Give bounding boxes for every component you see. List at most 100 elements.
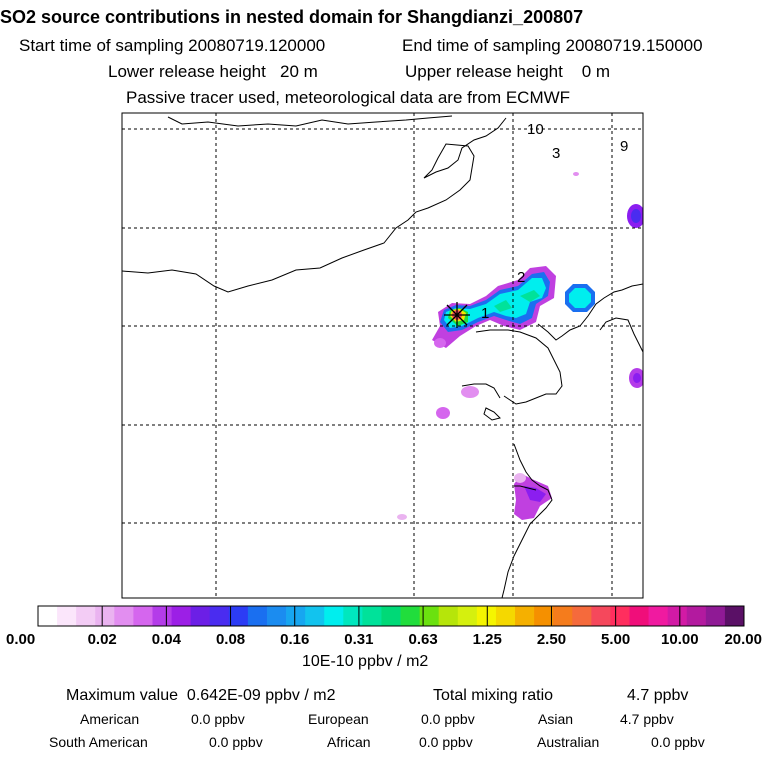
plume-spot — [631, 209, 641, 223]
legend-swatch — [705, 606, 726, 626]
legend-tick-labels: 0.00 0.02 0.04 0.08 0.16 0.31 0.63 1.25 2.50 5.00… — [6, 631, 762, 648]
start-time-value: 20080719.120000 — [188, 36, 326, 55]
legend-tick-label: 5.00 — [601, 631, 630, 648]
legend-frame — [37, 605, 745, 627]
legend-swatch — [476, 606, 497, 626]
region-name-australian: Australian — [537, 734, 600, 750]
color-legend — [37, 605, 745, 627]
start-time: Start time of sampling 20080719.120000 — [19, 37, 325, 54]
passive-tracer-note: Passive tracer used, meteorological data… — [126, 88, 571, 107]
legend-swatch — [114, 606, 134, 626]
inland-lake — [483, 407, 501, 421]
legend-tick-label: 0.63 — [408, 631, 437, 648]
legend-tick-label: 0.31 — [344, 631, 373, 648]
legend-swatch — [610, 606, 630, 626]
region-name-african: African — [327, 734, 371, 750]
national-border — [122, 117, 507, 293]
legend-tick-label: 1.25 — [473, 631, 502, 648]
legend-swatch — [190, 606, 211, 626]
legend-swatch — [266, 606, 287, 626]
upper-release-value: 0 m — [581, 62, 611, 81]
legend-tick-label: 0.08 — [216, 631, 245, 648]
legend-swatch — [362, 606, 382, 626]
region-name-american: American — [80, 711, 140, 727]
legend-swatch — [133, 606, 153, 626]
region-value-african: 0.0 ppbv — [419, 734, 473, 750]
legend-swatch — [305, 606, 325, 626]
legend-swatch — [629, 606, 649, 626]
region-value-south-american: 0.0 ppbv — [209, 734, 263, 750]
source-marker — [444, 302, 470, 328]
plume-spot — [514, 473, 526, 483]
legend-tick-label: 0.04 — [152, 631, 182, 648]
end-time-value: 20080719.150000 — [565, 36, 703, 55]
plume-spot — [461, 386, 479, 398]
region-value-asian: 4.7 ppbv — [620, 711, 674, 727]
plume-spot — [434, 338, 446, 348]
legend-swatch — [286, 606, 306, 626]
plume-spot — [436, 407, 450, 419]
upper-release-label: Upper release height — [405, 62, 563, 81]
end-time: End time of sampling 20080719.150000 — [402, 37, 703, 54]
legend-swatch — [343, 606, 363, 626]
legend-swatch — [724, 606, 745, 626]
legend-swatch — [515, 606, 535, 626]
legend-swatch — [381, 606, 401, 626]
legend-swatch — [457, 606, 478, 626]
legend-swatch — [38, 606, 58, 626]
coastlines — [122, 115, 643, 598]
map-content: 10 3 9 2 1 — [122, 113, 643, 598]
region-label-10: 10 — [527, 121, 544, 138]
region-labels: 10 3 9 2 1 — [481, 121, 628, 322]
legend-swatch — [228, 606, 249, 626]
legend-swatch — [400, 606, 421, 626]
bay-coast — [461, 383, 501, 399]
region-label-1: 1 — [481, 305, 489, 322]
legend-tick-label: 0.00 — [6, 631, 35, 648]
plume-spot — [633, 373, 641, 383]
plume-spot — [573, 172, 579, 176]
legend-swatch — [419, 606, 440, 626]
legend-swatch — [324, 606, 344, 626]
total-mixing-value: 4.7 ppbv — [627, 687, 689, 704]
region-value-american: 0.0 ppbv — [191, 711, 245, 727]
total-label: Total mixing ratio — [433, 687, 554, 704]
shandong-coast — [501, 443, 553, 598]
legend-tick-label: 0.02 — [88, 631, 117, 648]
total-mixing-ratio: Total mixing ratio — [433, 688, 553, 704]
north-boundary — [167, 115, 453, 127]
legend-swatch — [152, 606, 172, 626]
plume-octagon-core — [569, 288, 591, 308]
region-value-european: 0.0 ppbv — [421, 711, 475, 727]
legend-swatch — [591, 606, 611, 626]
max-value: 0.642E-09 ppbv / m2 — [186, 687, 336, 704]
map-frame — [121, 112, 644, 599]
bohai-coast — [475, 329, 563, 405]
plot-title: SO2 source contributions in nested domai… — [0, 7, 584, 27]
start-time-label: Start time of sampling — [19, 36, 184, 55]
region-label-2: 2 — [517, 269, 525, 286]
region-label-3: 3 — [552, 145, 560, 162]
lower-release-height: Lower release height 20 m — [108, 63, 318, 80]
legend-swatch — [648, 606, 669, 626]
legend-swatch — [209, 606, 230, 626]
max-label: Maximum value — [66, 687, 179, 704]
region-label-9: 9 — [620, 138, 628, 155]
legend-swatch — [667, 606, 688, 626]
maximum-value: Maximum value 0.642E-09 ppbv / m2 — [66, 688, 335, 704]
liaodong-coast — [537, 283, 643, 341]
plume-mint-2 — [494, 300, 512, 312]
legend-tick-label: 20.00 — [724, 631, 762, 648]
peninsula-coast — [514, 485, 537, 491]
legend-swatch — [686, 606, 707, 626]
region-name-european: European — [308, 711, 369, 727]
legend-swatch — [438, 606, 459, 626]
legend-tick-label: 0.16 — [280, 631, 309, 648]
lower-release-value: 20 m — [280, 62, 318, 81]
plume-south-core — [524, 486, 546, 502]
legend-tick-label: 10.00 — [661, 631, 699, 648]
legend-swatch — [57, 606, 77, 626]
concentration-plume — [397, 172, 643, 520]
upper-release-height: Upper release height 0 m — [405, 63, 610, 80]
